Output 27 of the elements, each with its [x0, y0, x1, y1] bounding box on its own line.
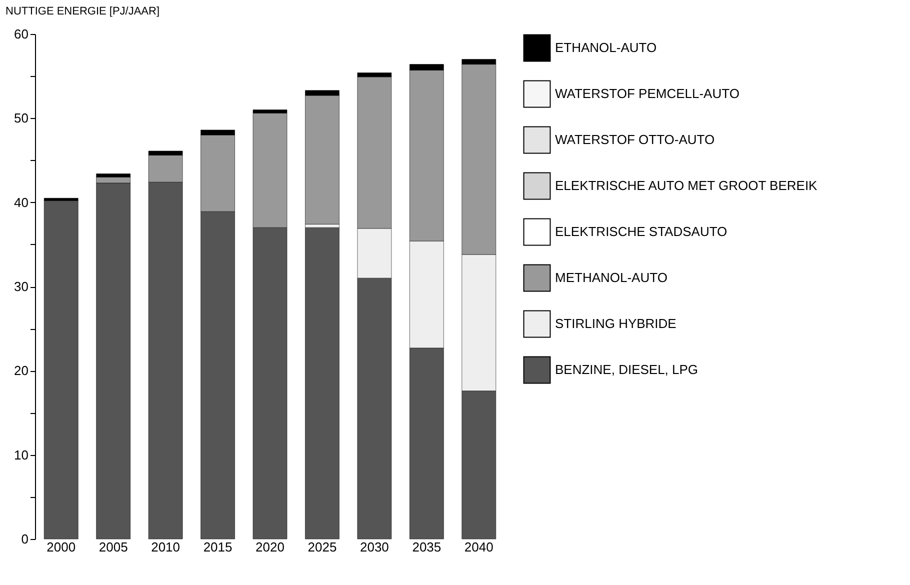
- y-tick-label: 40: [14, 194, 28, 210]
- x-tick-label: 2025: [308, 540, 337, 554]
- x-tick-label: 2010: [151, 540, 180, 554]
- legend-label: ETHANOL-AUTO: [555, 40, 657, 55]
- x-tick-label: 2040: [464, 540, 494, 554]
- x-tick-label: 2020: [256, 540, 284, 554]
- x-tick-label: 2005: [98, 540, 128, 554]
- legend-label: ELEKTRISCHE AUTO MET GROOT BEREIK: [555, 178, 818, 193]
- y-tick-label: 30: [14, 279, 28, 294]
- x-tick-label: 2015: [203, 540, 232, 554]
- y-axis-title: NUTTIGE ENERGIE [PJ/JAAR]: [6, 6, 160, 18]
- legend-label: WATERSTOF PEMCELL-AUTO: [555, 86, 740, 101]
- y-tick-label: 0: [21, 532, 28, 546]
- x-tick-label: 2035: [412, 540, 442, 554]
- y-tick-label: 50: [14, 110, 28, 126]
- bar: [44, 200, 78, 540]
- y-tick-label: 60: [14, 26, 28, 42]
- legend-label: METHANOL-AUTO: [555, 270, 668, 285]
- x-tick-label: 2030: [360, 540, 389, 554]
- legend-label: BENZINE, DIESEL, LPG: [555, 362, 698, 377]
- bar: [305, 227, 340, 540]
- legend-label: WATERSTOF OTTO-AUTO: [555, 132, 715, 147]
- legend-label: STIRLING HYBRIDE: [555, 316, 677, 331]
- y-tick-label: 10: [14, 447, 28, 462]
- legend-label: ELEKTRISCHE STADSAUTO: [555, 224, 728, 239]
- y-tick-label: 20: [14, 363, 28, 378]
- x-tick-label: 2000: [46, 540, 76, 554]
